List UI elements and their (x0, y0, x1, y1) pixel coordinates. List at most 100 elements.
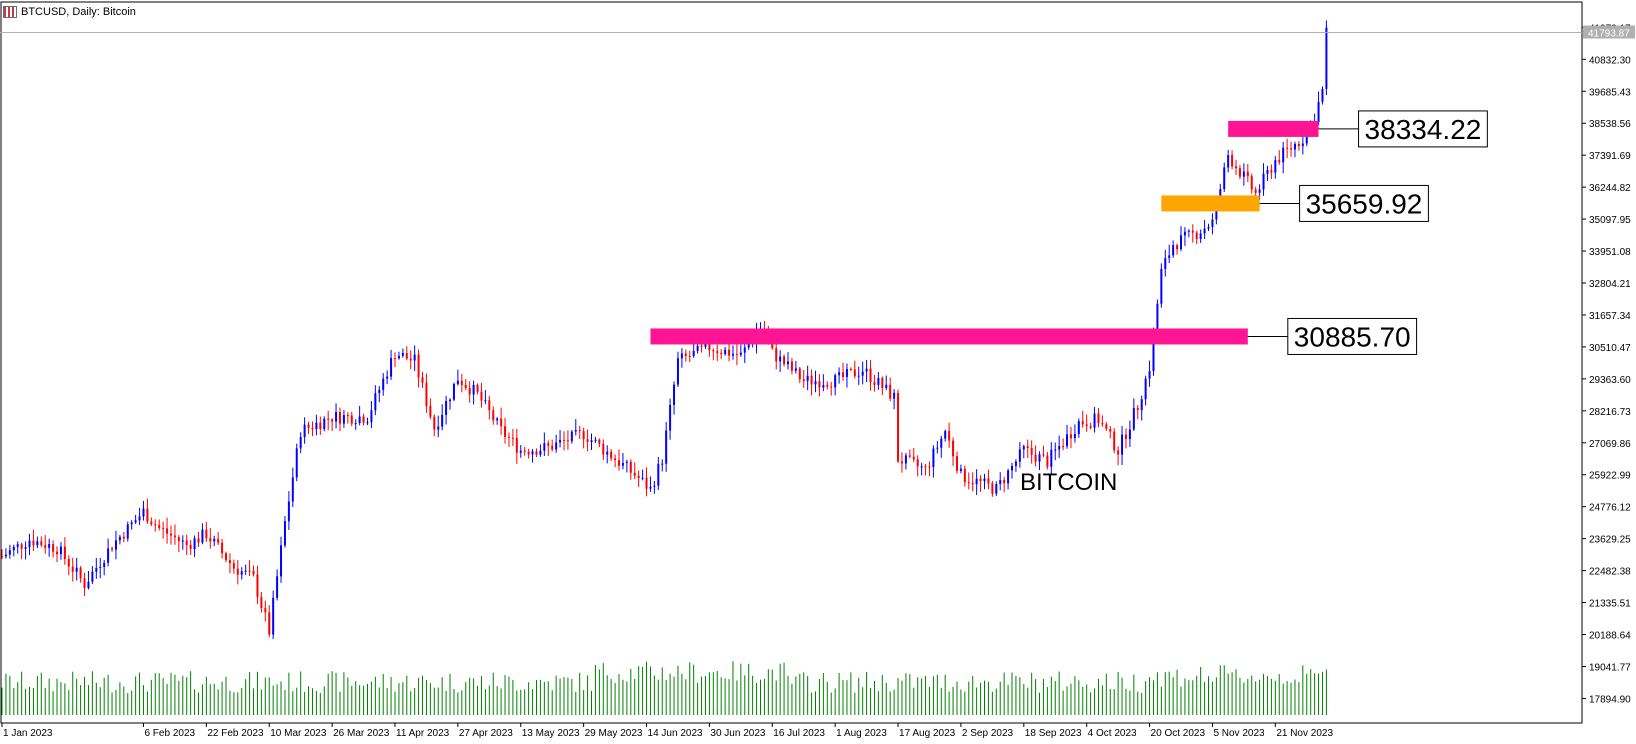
candle-body (327, 418, 330, 420)
candle-body (1077, 421, 1080, 434)
y-tick-label: 21335.51 (1589, 599, 1631, 610)
candle-body (783, 356, 786, 365)
candle-body (268, 612, 271, 635)
candle-body (1172, 245, 1175, 256)
candle-body (8, 550, 11, 555)
candle-body (1018, 449, 1021, 462)
candle-body (629, 461, 632, 473)
candle-body (386, 376, 389, 379)
candle-body (95, 567, 98, 572)
candle-body (1290, 148, 1293, 150)
candle-body (1054, 449, 1057, 451)
candle-body (794, 368, 797, 371)
candle-body (319, 422, 322, 430)
level-box (1358, 110, 1488, 148)
candle-body (692, 350, 695, 357)
candle-body (169, 533, 172, 536)
x-tick-label: 16 Jul 2023 (773, 728, 825, 739)
x-tick-label: 14 Jun 2023 (648, 728, 703, 739)
candle-body (979, 478, 982, 482)
candle-body (747, 344, 750, 348)
y-tick-label: 39685.43 (1589, 87, 1631, 98)
candle-body (260, 596, 263, 609)
candle-body (1219, 189, 1222, 201)
candle-body (331, 419, 334, 422)
y-tick-label: 29363.60 (1589, 375, 1631, 386)
candle-body (350, 415, 353, 424)
candle-body (409, 358, 412, 361)
candle-body (44, 545, 47, 548)
candle-body (614, 458, 617, 461)
candle-body (12, 546, 15, 551)
candle-body (429, 405, 432, 417)
candle-body (1238, 168, 1241, 177)
candle-body (904, 455, 907, 464)
candle-body (142, 508, 145, 517)
candle-body (217, 538, 220, 543)
candle-body (189, 545, 192, 550)
candle-body (1132, 408, 1135, 430)
candle-body (1097, 413, 1100, 424)
candle-body (500, 418, 503, 427)
x-tick-label: 29 May 2023 (585, 728, 643, 739)
candle-body (959, 468, 962, 471)
candle-body (449, 399, 452, 402)
candle-body (826, 384, 829, 387)
candle-body (661, 463, 664, 465)
candle-body (507, 436, 510, 438)
candle-body (150, 521, 153, 525)
candle-body (138, 516, 141, 521)
candle-body (1317, 101, 1320, 123)
candle-body (488, 400, 491, 411)
candle-body (574, 430, 577, 432)
candle-body (354, 423, 357, 425)
candle-body (590, 440, 593, 443)
chart-window-icon (3, 6, 17, 18)
candle-body (684, 353, 687, 356)
candle-body (610, 451, 613, 459)
candle-body (307, 424, 310, 428)
candle-body (445, 401, 448, 415)
candle-body (1199, 233, 1202, 240)
y-tick-label: 35097.95 (1589, 215, 1631, 226)
candle-body (1152, 331, 1155, 372)
candle-body (547, 443, 550, 446)
candle-body (166, 528, 169, 534)
candle-body (680, 353, 683, 359)
candle-body (1293, 143, 1296, 150)
candle-body (531, 451, 534, 455)
candle-body (1187, 230, 1190, 232)
candle-body (287, 501, 290, 522)
candle-body (889, 384, 892, 399)
candle-body (154, 524, 157, 526)
x-tick-label: 21 Nov 2023 (1276, 728, 1333, 739)
candle-body (963, 468, 966, 483)
candle-body (1117, 450, 1120, 455)
candle-body (1113, 431, 1116, 451)
candle-body (1069, 434, 1072, 439)
candle-body (551, 445, 554, 450)
candle-body (248, 570, 251, 572)
x-tick-label: 22 Feb 2023 (207, 728, 264, 739)
candle-body (1270, 170, 1273, 173)
x-tick-label: 13 May 2023 (522, 728, 580, 739)
candle-body (205, 529, 208, 539)
candle-body (1014, 461, 1017, 466)
candle-body (397, 355, 400, 359)
candle-body (838, 372, 841, 376)
candle-body (1207, 226, 1210, 229)
candle-body (201, 529, 204, 543)
y-tick-label: 31657.34 (1589, 311, 1631, 322)
candle-body (724, 349, 727, 355)
candle-body (1066, 434, 1069, 447)
candle-body (908, 455, 911, 457)
candle-body (653, 485, 656, 487)
candle-body (283, 521, 286, 546)
y-tick-label: 38538.56 (1589, 119, 1631, 130)
candle-body (437, 426, 440, 430)
candle-body (158, 524, 161, 528)
candle-body (810, 375, 813, 385)
candle-body (378, 389, 381, 394)
candle-body (1301, 143, 1304, 147)
candle-body (1050, 449, 1053, 467)
